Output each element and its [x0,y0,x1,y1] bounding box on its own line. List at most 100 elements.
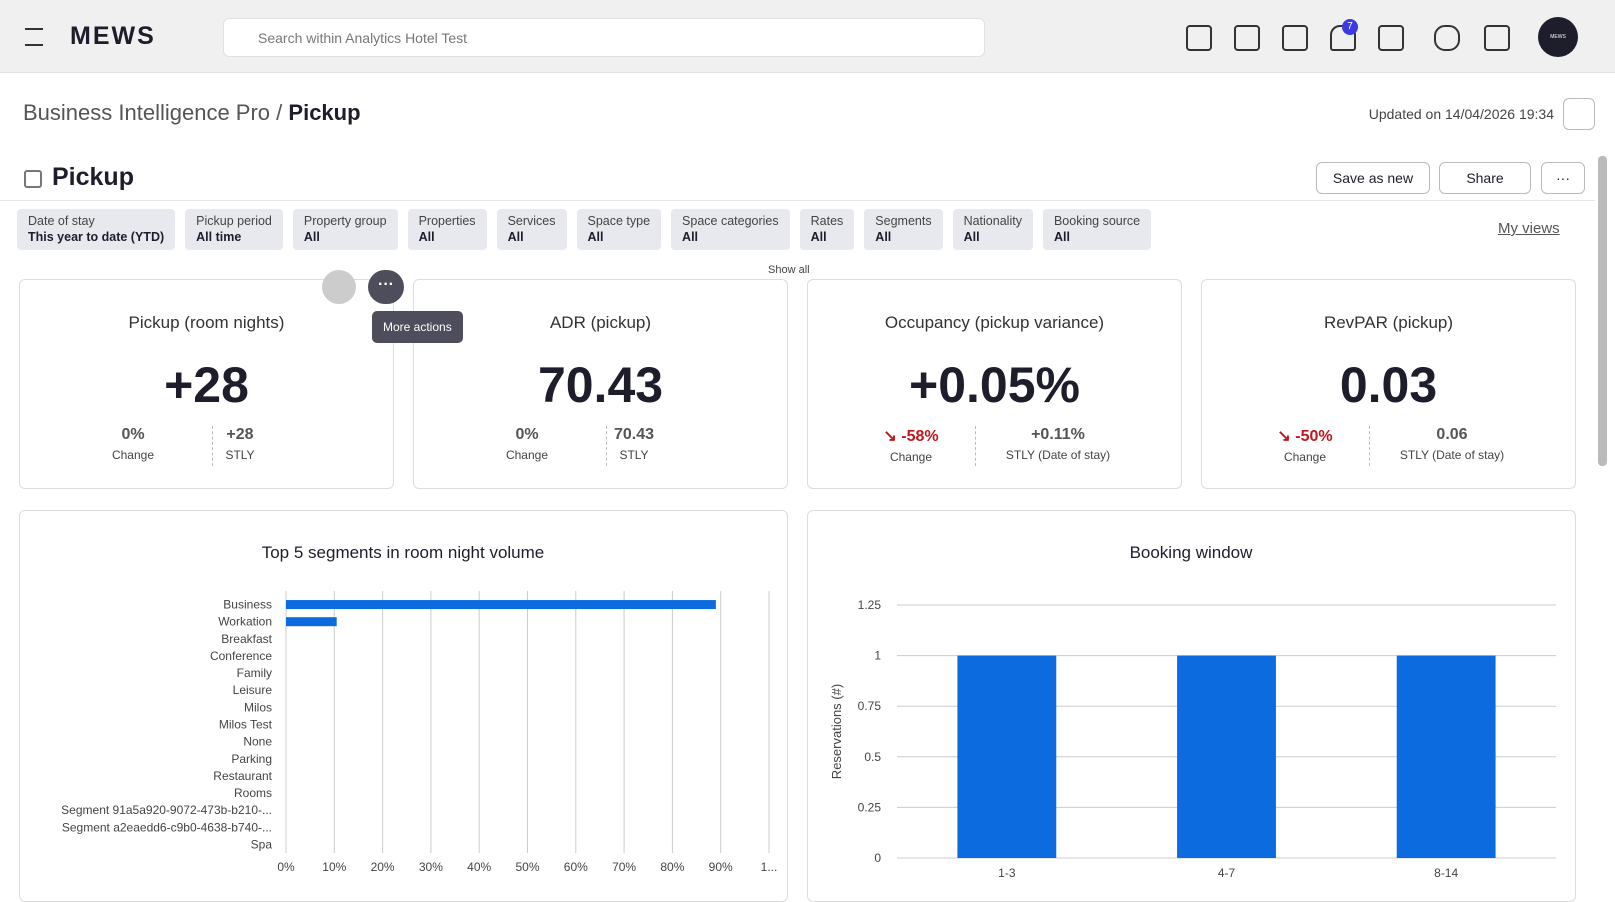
kpi-change: 0% Change [83,426,183,462]
lock-icon [24,170,42,188]
kpi-card: Pickup (room nights) +28 0% Change +28 STLY [19,279,394,489]
x-tick-label: 80% [660,860,684,874]
calendar-button[interactable] [1282,25,1308,51]
filter-chip[interactable]: Properties All [407,209,487,250]
mail-button[interactable] [1378,25,1404,51]
x-tick-label: 30% [419,860,443,874]
x-tick-label: 70% [612,860,636,874]
change-label: Change [1283,450,1327,464]
filter-chip[interactable]: Booking source All [1042,209,1152,250]
change-value: -58% [901,428,939,445]
y-tick-label: Restaurant [213,769,272,783]
scrollbar[interactable] [1598,156,1607,466]
change-value: 0% [515,426,539,443]
stly-label: STLY [619,448,649,462]
icon-button[interactable] [1186,25,1212,51]
help-icon[interactable] [322,270,356,304]
search-box[interactable]: Search within Analytics Hotel Test [223,18,985,57]
search-placeholder: Search within Analytics Hotel Test [258,30,468,46]
x-tick-label: 20% [371,860,395,874]
more-button[interactable]: ··· [1541,162,1585,194]
kpi-card: ADR (pickup) 70.43 0% Change 70.43 STLY [413,279,788,489]
filter-label: Date of stay [28,214,95,228]
filter-label: Booking source [1053,214,1141,228]
menu-button[interactable] [25,28,43,46]
change-label: Change [505,448,549,462]
bar [286,617,337,627]
share-button[interactable]: Share [1439,162,1531,194]
kpi-stly: 70.43 STLY [609,426,659,462]
kpi-card: Occupancy (pickup variance) +0.05% ↘ -58% C… [807,279,1182,489]
bar [1396,655,1496,858]
stly-value: +28 [226,426,254,443]
x-tick-label: 4-7 [1218,866,1236,880]
stly-value: 0.06 [1436,426,1468,443]
kpi-change: ↘ -58% Change [831,426,991,464]
filter-bar: Date of stay This year to date (YTD) Picku… [17,209,1152,250]
notification-badge: 7 [1342,19,1358,35]
y-tick-label: Parking [231,752,272,766]
y-tick-label: Leisure [233,683,273,697]
y-tick-label: Business [223,598,272,612]
kpi-title: ADR (pickup) [549,313,652,332]
kpi-value: +28 [164,357,249,413]
x-tick-label: 60% [564,860,588,874]
change-value: 0% [121,426,145,443]
breadcrumb-parent[interactable]: Business Intelligence Pro [23,100,271,125]
save-button[interactable]: Save as new [1316,162,1430,194]
y-tick-label: Rooms [234,786,272,800]
filter-label: Property group [303,214,387,228]
add-button[interactable] [1234,25,1260,51]
filter-chip[interactable]: Pickup period All time [185,209,283,250]
support-button[interactable] [1434,25,1460,51]
bar [1177,655,1276,858]
filter-chip[interactable]: Space categories All [671,209,790,250]
y-tick-label: None [243,735,272,749]
kpi-value: 0.03 [1339,357,1438,413]
y-tick-label: 1.25 [858,598,882,612]
filter-chip[interactable]: Property group All [292,209,398,250]
y-tick-label: Spa [251,837,273,851]
x-tick-label: 50% [515,860,539,874]
kpi-divider [212,426,213,466]
kpi-divider [975,426,976,466]
breadcrumb-current: Pickup [288,100,361,125]
filter-chip[interactable]: Rates All [799,209,855,250]
filter-chip[interactable]: Nationality All [952,209,1033,250]
announcements-button[interactable] [1484,25,1510,51]
filter-value: All [303,230,320,244]
change-label: Change [111,448,155,462]
filter-value: All [810,230,827,244]
updated-text: Updated on 14/04/2026 19:34 [1368,106,1554,122]
stly-label: STLY (Date of stay) [1399,448,1505,462]
filter-chip[interactable]: Services All [496,209,567,250]
y-tick-label: Conference [210,649,272,663]
show-all[interactable]: Show all [768,264,810,276]
filter-label: Space categories [682,214,779,228]
logo[interactable]: MEWS [70,22,156,50]
y-tick-label: Segment a2eaedd6-c9b0-4638-b740-... [62,820,272,834]
filter-value: All [507,230,524,244]
filter-value: All [875,230,892,244]
avatar[interactable]: MEWS [1538,17,1578,57]
y-tick-label: Milos [244,700,272,714]
filter-chip[interactable]: Date of stay This year to date (YTD) [17,209,176,250]
kpi-title: Occupancy (pickup variance) [884,313,1105,332]
filter-chip[interactable]: Space type All [576,209,662,250]
kpi-title: RevPAR (pickup) [1323,313,1454,332]
y-tick-label: Family [237,666,272,680]
filter-label: Pickup period [196,214,272,228]
x-tick-label: 40% [467,860,491,874]
booking-window-chart: Booking window 0 0.25 0.5 0.75 1 1.25 Reservati… [807,510,1576,902]
filter-chip[interactable]: Segments All [864,209,943,250]
more-actions-button[interactable]: ··· [368,270,404,304]
kpi-card: RevPAR (pickup) 0.03 ↘ -50% Change 0.06 STLY … [1201,279,1576,489]
breadcrumb-separator: / [276,100,283,125]
y-tick-label: 1 [874,649,881,663]
help-button[interactable] [1563,98,1595,130]
x-tick-label: 8-14 [1434,866,1458,880]
my-views[interactable]: My views [1498,220,1560,237]
x-tick-label: 1... [761,860,778,874]
filter-value: All [963,230,980,244]
